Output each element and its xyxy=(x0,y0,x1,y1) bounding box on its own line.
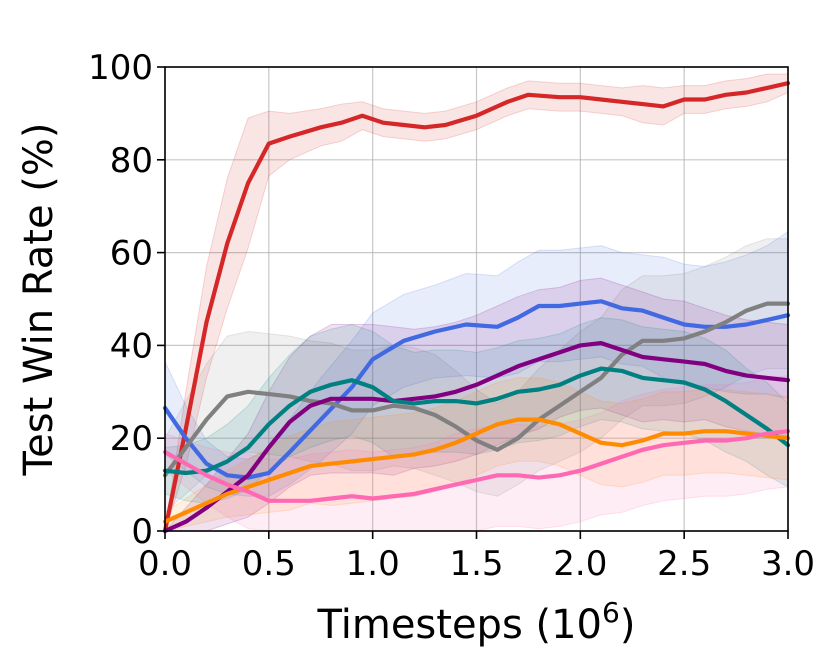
x-tick-label: 2.0 xyxy=(553,544,607,584)
series-3-line xyxy=(162,341,791,534)
y-tick-label: 0 xyxy=(131,512,153,552)
series-lines xyxy=(162,81,791,534)
x-tick-label: 3.0 xyxy=(761,544,815,584)
x-tick-label: 0.0 xyxy=(138,544,192,584)
series-4-line xyxy=(162,366,791,476)
x-axis-title: Timesteps (106) xyxy=(317,596,636,648)
y-tick-label: 20 xyxy=(110,419,153,459)
x-tick-label: 1.0 xyxy=(346,544,400,584)
y-tick-label: 80 xyxy=(110,141,153,181)
x-tick-label: 2.5 xyxy=(657,544,711,584)
series-5-line xyxy=(162,417,791,524)
x-tick-label: 0.5 xyxy=(242,544,296,584)
confidence-bands xyxy=(163,73,789,532)
axis-ticks: 0.0 0.5 1.0 1.5 2.0 2.5 3.0 0 20 40 60 80 100 xyxy=(88,48,815,584)
x-tick-label: 1.5 xyxy=(449,544,503,584)
y-tick-label: 40 xyxy=(110,326,153,366)
series-1-line xyxy=(162,299,791,480)
series-2-line xyxy=(162,301,791,478)
series-0-line xyxy=(162,81,791,534)
y-tick-label: 60 xyxy=(110,234,153,274)
series-6-line xyxy=(162,429,791,503)
y-axis-title: Test Win Rate (%) xyxy=(16,123,62,477)
y-tick-label: 100 xyxy=(88,48,153,88)
